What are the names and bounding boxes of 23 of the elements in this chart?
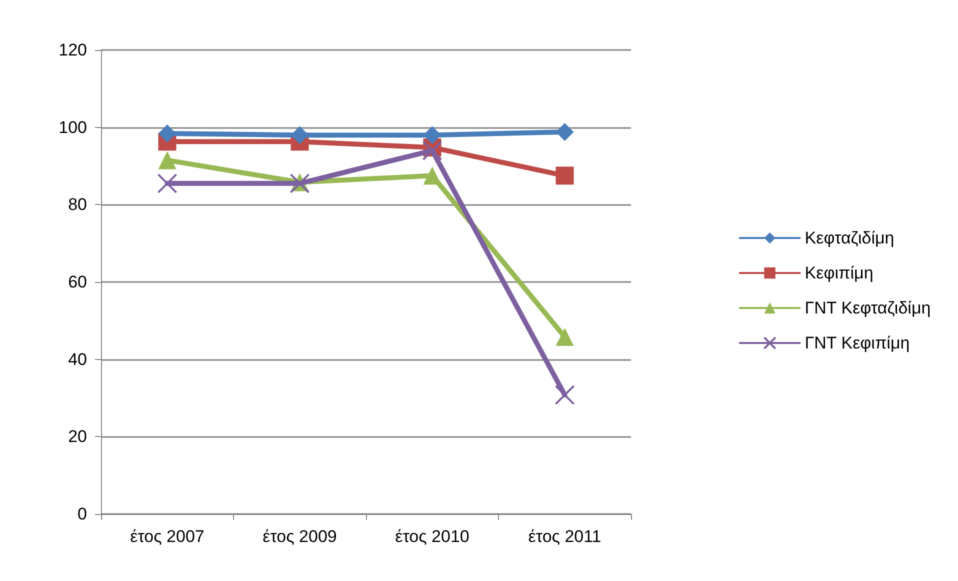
y-tick-label: 60 xyxy=(68,272,87,292)
y-tick-label: 20 xyxy=(68,427,87,446)
y-tick-label: 40 xyxy=(68,350,87,369)
x-tick-label: έτος 2010 xyxy=(395,527,470,546)
legend-label: ΓΝΤ Κεφιπίμη xyxy=(804,334,910,352)
point xyxy=(158,151,176,170)
x-tick-label: έτος 2007 xyxy=(130,527,204,546)
x-tick-label: έτος 2011 xyxy=(528,527,602,546)
y-tick-label: 0 xyxy=(78,504,87,524)
point xyxy=(423,166,442,185)
y-tick-label: 80 xyxy=(68,195,87,214)
point xyxy=(157,173,178,194)
x-tick-label: έτος 2009 xyxy=(262,527,337,546)
y-tick-label: 120 xyxy=(58,40,87,60)
y-tick-label: 100 xyxy=(58,118,87,137)
legend-label: ΓΝΤ Κεφταζιδίμη xyxy=(804,298,931,318)
legend-label: Κεφταζιδίμη xyxy=(804,228,894,248)
point xyxy=(556,166,574,185)
point xyxy=(422,140,442,161)
point xyxy=(556,122,574,141)
legend-label: Κεφιπίμη xyxy=(804,264,874,282)
point xyxy=(556,328,574,346)
point xyxy=(554,384,575,405)
